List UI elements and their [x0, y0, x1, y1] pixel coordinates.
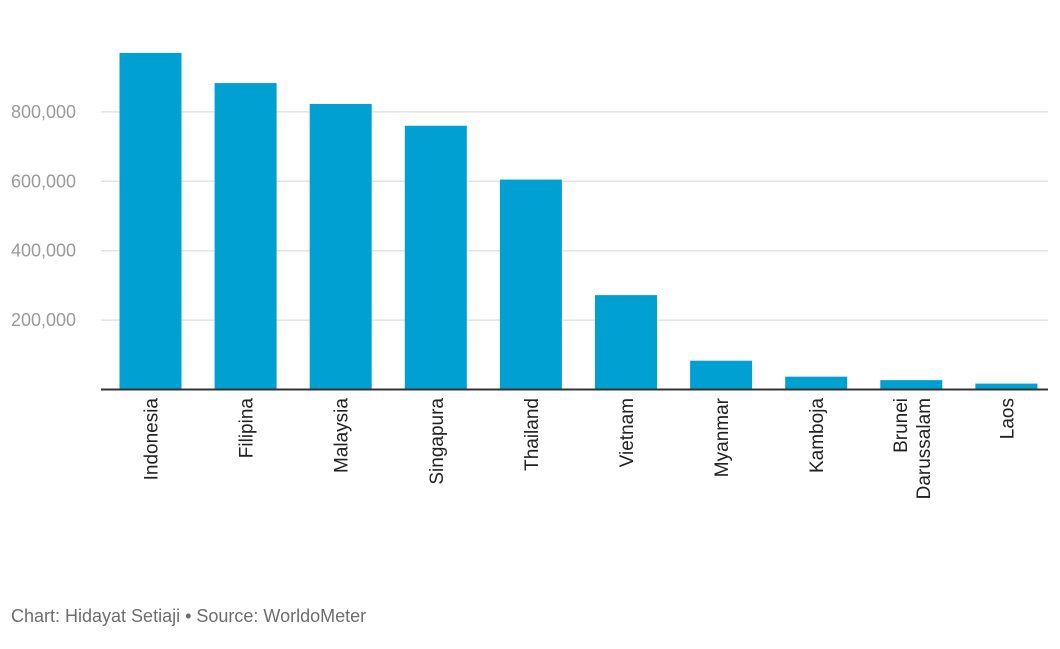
- y-tick-label: 800,000: [11, 102, 76, 122]
- y-axis-tick-labels: 200,000 400,000 600,000 800,000: [11, 102, 76, 330]
- bar-kamboja: [785, 376, 848, 390]
- x-tick-label: Vietnam: [617, 398, 638, 467]
- x-tick-label: Kamboja: [807, 398, 828, 473]
- x-axis-category-labels: Indonesia Filipina Malaysia Singapura Thaila…: [142, 397, 1019, 499]
- y-tick-label: 600,000: [11, 171, 76, 191]
- bar-brunei-darussalam: [880, 380, 943, 390]
- y-tick-label: 400,000: [11, 241, 76, 261]
- x-tick-label: Laos: [997, 398, 1018, 439]
- x-tick-label: Indonesia: [142, 398, 163, 481]
- bars: [119, 52, 1038, 390]
- x-tick-label: Darussalam: [914, 398, 935, 499]
- x-tick-label: Thailand: [522, 398, 543, 471]
- bar-myanmar: [690, 360, 753, 390]
- y-tick-label: 200,000: [11, 310, 76, 330]
- bar-thailand: [499, 179, 562, 390]
- bar-chart: 200,000 400,000 600,000 800,000 Indonesia Fi…: [11, 52, 1048, 499]
- x-tick-label: Singapura: [427, 398, 448, 485]
- x-tick-label: Malaysia: [332, 398, 353, 473]
- bar-indonesia: [119, 52, 182, 390]
- x-tick-label: Brunei: [891, 398, 912, 453]
- x-tick-label: Filipina: [237, 398, 258, 459]
- bar-vietnam: [595, 295, 657, 390]
- chart-credit: Chart: Hidayat Setiaji • Source: WorldoM…: [11, 606, 367, 626]
- bar-singapura: [404, 125, 467, 390]
- bar-malaysia: [309, 103, 372, 390]
- bar-filipina: [214, 83, 277, 390]
- x-tick-label: Myanmar: [712, 397, 733, 477]
- bar-laos: [975, 383, 1038, 390]
